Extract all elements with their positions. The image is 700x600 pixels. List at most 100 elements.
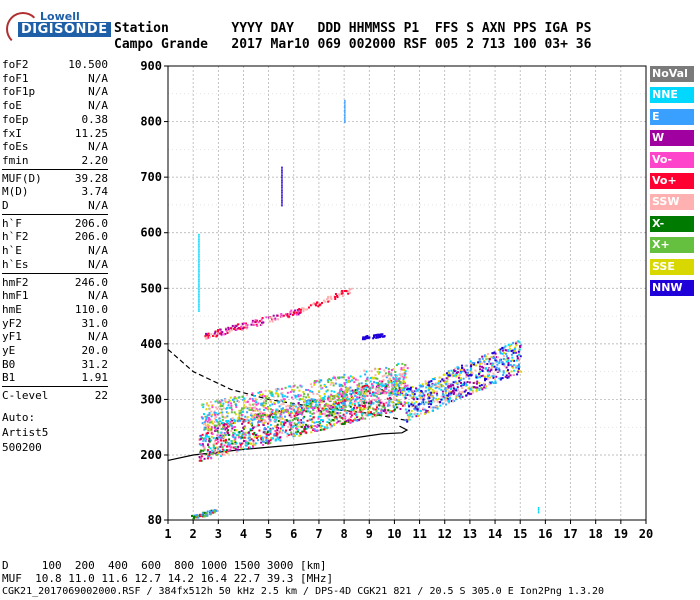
echo-point [428,396,431,399]
echo-point [469,360,472,363]
echo-point [487,374,490,377]
echo-point [215,453,218,456]
echo-point [271,412,274,415]
echo-point [435,398,438,401]
echo-point [344,417,347,420]
echo-point [505,355,508,358]
echo-point [336,395,339,398]
param-row: yF2 31.0 [2,317,108,331]
echo-point [228,438,231,441]
echo-point [242,420,245,423]
echo-point [295,311,298,314]
echo-point [359,417,362,420]
echo-point [234,445,237,448]
echo-point [325,410,328,413]
echo-point [422,398,425,401]
echo-point [442,373,445,376]
echo-point [226,412,229,415]
echo-point [416,398,419,401]
echo-point [406,384,409,387]
echo-point [362,416,365,419]
echo-point [492,382,495,385]
echo-point [307,402,310,405]
echo-point [246,324,249,327]
echo-point [219,434,222,437]
echo-point [394,385,397,388]
echo-point [254,442,257,445]
echo-point [289,401,292,404]
echo-point [376,381,379,384]
echo-point [221,421,224,424]
echo-point [373,368,376,371]
echo-point [208,425,211,428]
echo-point [204,335,207,338]
echo-point [494,380,497,383]
echo-streak-point [198,242,200,244]
echo-point [347,421,350,424]
echo-point [323,384,326,387]
echo-point [288,385,291,388]
echo-point [430,395,433,398]
echo-point [231,427,234,430]
echo-point [255,323,258,326]
echo-point [261,402,264,405]
echo-point [218,407,221,410]
echo-point [286,391,289,394]
echo-point [394,398,397,401]
echo-point [281,417,284,420]
echo-point [344,415,347,418]
echo-point [348,389,351,392]
param-label: foF2 [2,58,29,71]
echo-point [495,356,498,359]
echo-point [217,431,220,434]
echo-point [414,405,417,408]
echo-point [382,410,385,413]
echo-point [252,439,255,442]
echo-point [276,423,279,426]
echo-point [499,358,502,361]
echo-point [322,409,325,412]
echo-point [208,440,211,443]
echo-point [351,402,354,405]
echo-point [343,395,346,398]
echo-point [222,436,225,439]
echo-point [459,378,462,381]
echo-point [282,403,285,406]
echo-point [204,415,207,418]
echo-point [206,431,209,434]
echo-point [268,417,271,420]
echo-point [216,399,219,402]
echo-point [337,420,340,423]
x-tick-label: 11 [412,527,426,541]
echo-point [270,436,273,439]
echo-point [302,310,305,313]
echo-point [285,405,288,408]
echo-point [453,391,456,394]
echo-point [430,380,433,383]
echo-point [217,424,220,427]
echo-point [227,434,230,437]
echo-streak-point [344,103,346,105]
echo-point [294,396,297,399]
echo-point [370,395,373,398]
echo-point [198,443,201,446]
echo-point [205,402,208,405]
echo-point [323,383,326,386]
echo-point [333,400,336,403]
echo-point [339,389,342,392]
echo-point [372,337,375,340]
echo-point [387,389,390,392]
echo-point [517,363,520,366]
echo-point [478,381,481,384]
echo-point [268,316,271,319]
echo-point [221,414,224,417]
echo-point [366,384,369,387]
echo-point [510,350,513,353]
echo-point [297,402,300,405]
echo-point [297,429,300,432]
echo-point [382,402,385,405]
echo-point [337,396,340,399]
echo-point [325,390,328,393]
y-tick-label: 200 [140,448,162,462]
echo-point [274,410,277,413]
